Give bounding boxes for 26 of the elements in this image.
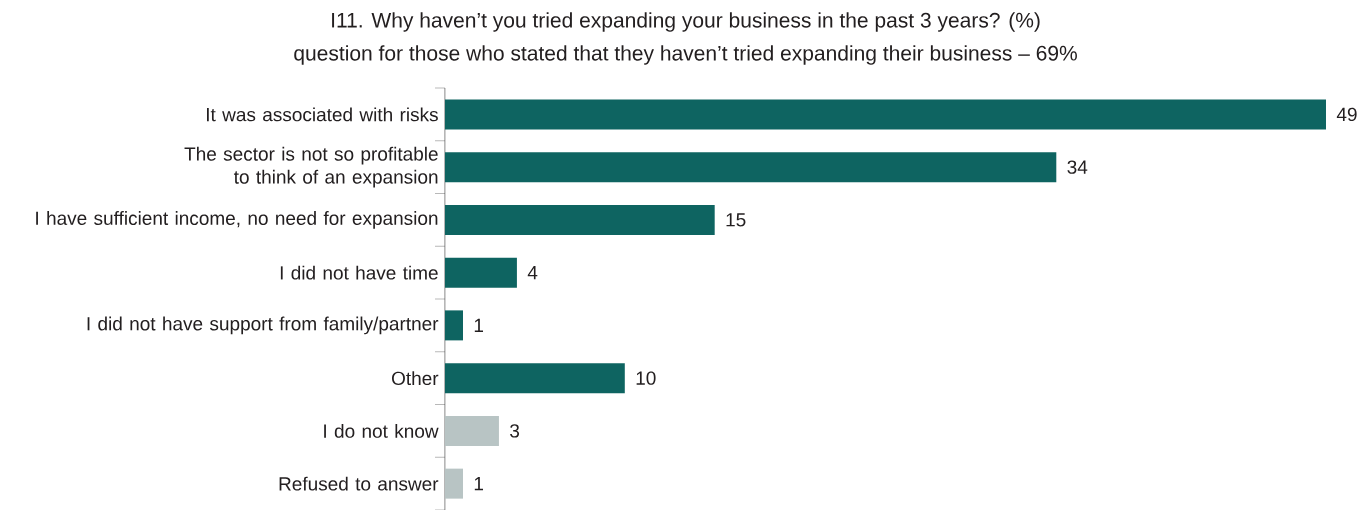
bar: [445, 310, 463, 341]
y-tick-label: I did not have time: [280, 265, 438, 280]
data-label: 1: [474, 318, 484, 332]
bar: [445, 257, 517, 288]
data-label: 15: [726, 213, 746, 227]
data-label: 4: [527, 266, 538, 280]
y-tick-label: It was associated with risks: [207, 107, 438, 122]
y-tick-label: I did not have support from family/partner: [87, 316, 439, 335]
y-tick-label: I do not know: [324, 423, 439, 438]
data-label: 34: [1067, 160, 1088, 174]
bar: [445, 99, 1326, 130]
bar: [445, 468, 463, 499]
y-tick-label: The sector is not so profitable to think of an expansion: [184, 146, 438, 188]
data-label: 1: [474, 477, 484, 491]
y-tick-label: Refused to answer: [279, 476, 439, 491]
y-tick-label: Other: [391, 371, 439, 386]
chart-title: I11. Why haven’t you tried expanding your business in the past 3 years? (%): [332, 12, 1040, 32]
data-label: 3: [510, 424, 520, 438]
bar: [445, 152, 1057, 183]
y-tick-label: I have sufficient income, no need for expansion: [36, 211, 438, 229]
bar: [445, 204, 715, 235]
bar: [445, 415, 499, 446]
data-label: 49: [1336, 107, 1357, 122]
data-label: 10: [636, 371, 656, 385]
chart-subtitle: question for those who stated that they haven’t tried expanding their business – 69%: [294, 45, 1077, 65]
bar: [445, 363, 625, 394]
